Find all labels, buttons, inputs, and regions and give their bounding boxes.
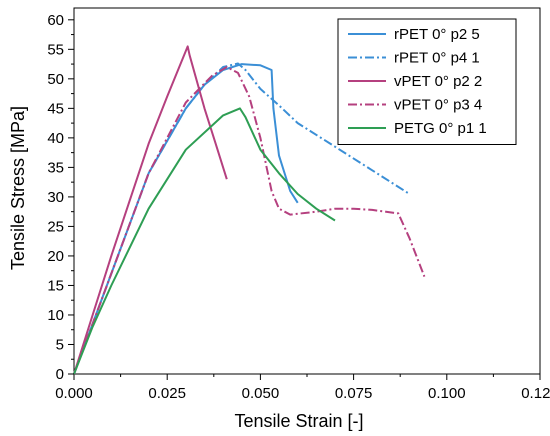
x-tick-label: 0.075 <box>335 385 373 402</box>
legend-label-4: vPET 0° p3 4 <box>394 97 482 114</box>
series-line-1 <box>73 63 299 375</box>
legend-label-5: PETG 0° p1 1 <box>394 120 487 137</box>
y-tick-label: 5 <box>56 336 64 353</box>
x-tick-label: 0.100 <box>428 385 466 402</box>
legend-label-3: vPET 0° p2 2 <box>394 73 482 90</box>
x-tick-label: 0.000 <box>55 385 93 402</box>
legend: rPET 0° p2 5 rPET 0° p4 1 vPET 0° p2 2 vPET… <box>337 18 517 145</box>
x-tick-label: 0.125 <box>521 385 550 402</box>
series-line-4 <box>73 66 426 375</box>
y-axis-title: Tensile Stress [MPa] <box>8 106 28 270</box>
x-tick-label: 0.025 <box>148 385 186 402</box>
x-tick-label: 0.050 <box>242 385 280 402</box>
y-tick-label: 30 <box>47 189 64 206</box>
legend-label-1: rPET 0° p2 5 <box>394 26 480 43</box>
y-tick-label: 0 <box>56 366 64 383</box>
legend-label-2: rPET 0° p4 1 <box>394 50 480 67</box>
tick-labels: 0.000 0.025 0.050 0.075 0.100 0.125 0 5 10 15 20 25… <box>47 12 550 402</box>
y-tick-label: 15 <box>47 277 64 294</box>
y-tick-label: 60 <box>47 12 64 29</box>
y-tick-label: 40 <box>47 130 64 147</box>
series-lines <box>73 45 426 375</box>
y-tick-label: 10 <box>47 307 64 324</box>
y-tick-label: 45 <box>47 100 64 117</box>
y-tick-label: 50 <box>47 71 64 88</box>
axis-ticks <box>68 19 541 380</box>
series-line-3 <box>73 45 228 375</box>
y-tick-label: 35 <box>47 159 64 176</box>
series-line-5 <box>73 107 336 375</box>
y-tick-label: 25 <box>47 218 64 235</box>
y-tick-label: 20 <box>47 248 64 265</box>
y-tick-label: 55 <box>47 41 64 58</box>
x-axis-title: Tensile Strain [-] <box>234 411 363 431</box>
